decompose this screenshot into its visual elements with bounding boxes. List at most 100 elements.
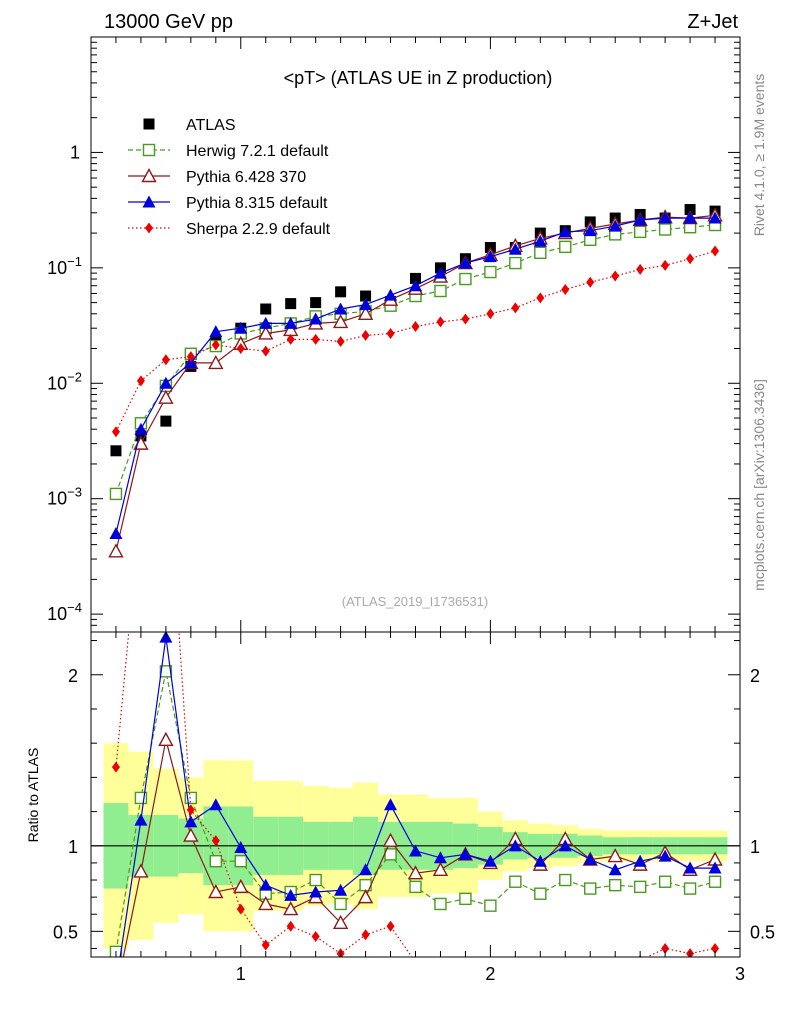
sherpa-2-2-9-default-ratio-point — [415, 956, 416, 957]
pythia-8-315-default-ratio-point — [384, 798, 398, 811]
herwig-7-2-1-default-point — [484, 265, 497, 279]
pythia-6-428-370-ratio-point — [432, 861, 449, 876]
herwig-7-2-1-default-ratio-point — [209, 855, 223, 868]
header-left: 13000 GeV pp — [104, 11, 233, 33]
pythia-8-315-default-point — [458, 256, 472, 269]
sherpa-2-2-9-default-ratio-point — [536, 963, 544, 974]
herwig-7-2-1-default-point — [534, 246, 547, 260]
sherpa-2-2-9-default-point — [286, 333, 295, 345]
pythia-8-315-default-ratio-point — [683, 861, 697, 874]
sherpa-2-2-9-default-point — [311, 333, 320, 345]
atlas-point — [160, 415, 172, 427]
pythia-8-315-default-ratio-point — [134, 813, 148, 826]
y-tick-label-exponent: −4 — [67, 600, 82, 615]
sherpa-2-2-9-default-ratio-point — [586, 960, 594, 971]
y-tick-label-left: 2 — [68, 666, 78, 686]
atlas-point — [260, 303, 272, 315]
pythia-6-428-370-ratio-point — [233, 878, 249, 894]
pythia-8-315-default-ratio-point — [409, 844, 422, 857]
pythia-8-315-default-point — [209, 325, 223, 338]
pythia-8-315-default-point — [409, 279, 422, 292]
herwig-7-2-1-default-point — [509, 256, 522, 270]
herwig-7-2-1-default-ratio-point — [409, 880, 422, 894]
legend-label-pythia-8-315-default: Pythia 8.315 default — [186, 195, 328, 212]
herwig-7-2-1-default-ratio-point — [708, 875, 722, 888]
ratio-axis-label: Ratio to ATLAS — [25, 748, 41, 843]
sherpa-2-2-9-default-point — [361, 329, 370, 341]
pythia-6-428-370-ratio-point — [158, 731, 174, 746]
sherpa-2-2-9-default-point — [236, 343, 245, 355]
sherpa-2-2-9-default-ratio-point — [261, 939, 270, 951]
legend-marker-pythia-8-315-default — [142, 195, 156, 208]
sherpa-2-2-9-default-ratio-point — [711, 942, 720, 954]
pythia-6-428-370-ratio-point — [208, 884, 224, 899]
pythia-8-315-default-point — [334, 302, 348, 315]
pythia-8-315-default-point — [558, 225, 572, 238]
sherpa-2-2-9-default-point — [586, 276, 595, 288]
pythia-6-428-370-ratio-point — [332, 914, 349, 929]
x-tick-label: 2 — [485, 964, 495, 984]
pythia-8-315-default-point — [658, 211, 672, 224]
y-tick-label: 10−3 — [47, 485, 82, 509]
herwig-7-2-1-default-point — [109, 487, 123, 501]
pythia-8-315-default-ratio-point — [508, 839, 522, 852]
herwig-7-2-1-default-ratio-point — [159, 665, 173, 678]
legend-marker-herwig-7-2-1-default — [142, 143, 156, 157]
main-plot-data — [108, 204, 723, 558]
pythia-8-315-default-ratio-point — [309, 885, 323, 898]
herwig-7-2-1-default-ratio-point — [683, 882, 697, 895]
herwig-7-2-1-default-point — [559, 240, 572, 254]
pythia-8-315-default-point — [234, 321, 248, 334]
pythia-8-315-default-ratio-point — [433, 851, 447, 864]
sherpa-2-2-9-default-point — [536, 292, 545, 304]
herwig-7-2-1-default-point — [459, 272, 472, 286]
herwig-7-2-1-default-ratio-point — [459, 892, 472, 906]
pythia-8-315-default-ratio-point — [359, 863, 373, 876]
sherpa-2-2-9-default-ratio-point — [111, 761, 120, 773]
pythia-8-315-default-ratio-point — [583, 853, 597, 865]
legend-label-sherpa-2-2-9-default: Sherpa 2.2.9 default — [186, 221, 331, 238]
rivet-version-label: Rivet 4.1.0, ≥ 1.9M events — [751, 74, 767, 237]
pythia-6-428-370-ratio-point — [133, 863, 149, 878]
sherpa-2-2-9-default-ratio-point — [561, 960, 569, 971]
pythia-8-315-default-ratio-point — [284, 888, 298, 901]
legend-marker-atlas — [143, 118, 155, 130]
sherpa-2-2-9-default-ratio-point — [186, 804, 195, 816]
main-plot-panel: 110−110−210−310−4 <pT> (ATLAS UE in Z pr… — [47, 36, 741, 633]
y-tick-label-base: 10 — [47, 258, 67, 278]
pythia-8-315-default-point — [184, 356, 198, 369]
pythia-6-428-370-ratio-point — [407, 865, 424, 880]
pythia-6-428-370-point — [208, 354, 224, 370]
herwig-7-2-1-default-line — [115, 224, 716, 495]
sherpa-2-2-9-default-point — [711, 245, 720, 257]
legend-label-atlas: ATLAS — [186, 117, 236, 134]
pythia-6-428-370-ratio-point — [183, 827, 199, 842]
pythia-8-315-default-point — [309, 312, 323, 325]
ratio-plot-panel: 0.5 0.5 1 1 2 2 1 2 3 Ratio to ATLAS — [25, 631, 775, 990]
ratio-plot-data — [91, 632, 740, 990]
pythia-8-315-default-ratio-point — [109, 978, 122, 990]
sherpa-2-2-9-default-point — [186, 351, 195, 363]
y-tick-label-base: 10 — [47, 373, 67, 393]
atlas-point — [410, 272, 421, 284]
y-tick-label-right: 0.5 — [750, 922, 775, 942]
herwig-7-2-1-default-ratio-point — [658, 875, 672, 888]
mcplots-label: mcplots.cern.ch [arXiv:1306.3436] — [751, 379, 767, 591]
analysis-watermark: (ATLAS_2019_I1736531) — [342, 594, 488, 609]
y-tick-label-left: 1 — [68, 837, 78, 857]
sherpa-2-2-9-default-point — [261, 345, 270, 357]
y-tick-label-exponent: −2 — [67, 369, 82, 384]
sherpa-2-2-9-default-point — [561, 283, 570, 295]
y-tick-label-base: 10 — [47, 604, 67, 624]
sherpa-2-2-9-default-ratio-point — [361, 929, 370, 941]
y-tick-label: 1 — [70, 142, 80, 162]
herwig-7-2-1-default-point — [633, 225, 647, 239]
pythia-6-428-370-ratio-point — [283, 901, 299, 916]
herwig-7-2-1-default-ratio-point — [509, 875, 522, 888]
pythia-6-428-370-line — [115, 214, 716, 552]
atlas-point — [684, 204, 696, 216]
sherpa-2-2-9-default-point — [161, 354, 170, 366]
y-tick-label-right: 1 — [750, 837, 760, 857]
sherpa-2-2-9-default-ratio-point — [511, 960, 519, 971]
sherpa-2-2-9-default-point — [436, 316, 445, 328]
